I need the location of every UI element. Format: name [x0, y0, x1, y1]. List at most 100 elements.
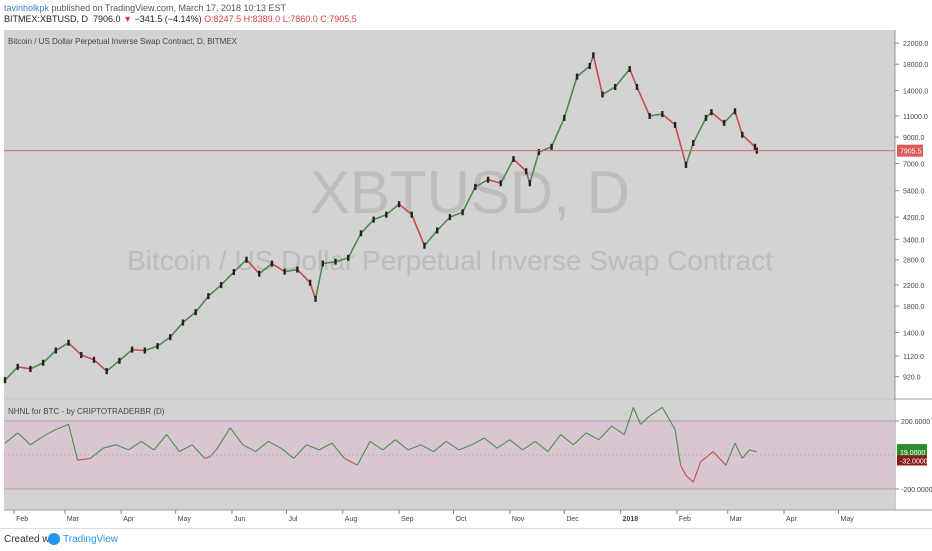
- price-tick-label: 3400.0: [903, 237, 925, 244]
- indicator-segment: [509, 439, 523, 451]
- price-segment: [322, 260, 336, 265]
- indicator-segment: [77, 457, 91, 461]
- indicator-segment: [611, 425, 625, 436]
- price-segment: [335, 257, 349, 263]
- price-segment: [106, 360, 120, 372]
- level-badge-label: 19.0000: [900, 450, 925, 457]
- price-candle: [232, 269, 236, 276]
- price-segment: [207, 284, 222, 297]
- price-candle: [156, 343, 159, 350]
- price-candle: [16, 363, 19, 370]
- time-tick-label: Sep: [401, 516, 414, 523]
- indicator-segment: [115, 444, 129, 451]
- price-candle: [601, 91, 604, 98]
- price-change: −341.5 (−4.14%): [134, 14, 202, 24]
- time-tick-label: Oct: [456, 516, 467, 523]
- down-arrow-icon: ▼: [123, 14, 132, 24]
- indicator-segment: [242, 444, 256, 453]
- price-candle: [207, 293, 210, 300]
- price-segment: [649, 113, 663, 117]
- price-tick-label: 22000.0: [903, 41, 928, 48]
- price-segment: [500, 158, 515, 184]
- time-tick-label: Mar: [730, 516, 743, 523]
- tradingview-brand-link[interactable]: TradingView: [63, 534, 119, 545]
- time-tick-label: Dec: [566, 516, 579, 523]
- price-candle: [692, 140, 695, 147]
- chart-area[interactable]: Bitcoin / US Dollar Perpetual Inverse Sw…: [0, 28, 932, 528]
- price-segment: [30, 362, 44, 370]
- publish-date: published on TradingView.com, March 17, …: [51, 3, 287, 13]
- price-tick-label: 920.0: [903, 375, 921, 382]
- price-segment: [373, 213, 387, 221]
- indicator-segment: [395, 439, 409, 451]
- level-badge-label: -32.0000: [900, 458, 928, 465]
- price-candle: [3, 377, 7, 384]
- price-segment: [563, 76, 578, 119]
- last-price-badge: [897, 144, 923, 157]
- indicator-segment: [458, 444, 472, 451]
- indicator-segment: [255, 440, 269, 453]
- indicator-segment: [204, 456, 211, 459]
- price-segment: [314, 263, 324, 299]
- indicator-segment: [344, 457, 358, 466]
- price-candle: [372, 216, 375, 223]
- indicator-segment: [598, 425, 612, 441]
- price-candle: [753, 143, 757, 150]
- price-candle: [359, 230, 363, 237]
- price-tick-label: 5400.0: [903, 189, 925, 196]
- price-tick-label: 2800.0: [903, 258, 925, 265]
- indicator-segment: [280, 447, 295, 459]
- price-candle: [118, 357, 121, 364]
- price-candle: [334, 258, 337, 265]
- tradingview-logo-icon[interactable]: [48, 533, 60, 545]
- indicator-segment: [685, 474, 694, 483]
- indicator-segment: [140, 440, 155, 451]
- indicator-segment: [55, 423, 69, 431]
- indicator-segment: [471, 437, 485, 446]
- indicator-title: NHNL for BTC - by CRIPTOTRADERBR (D): [8, 407, 165, 416]
- price-candle: [628, 66, 631, 73]
- time-axis[interactable]: Feb Mar Apr May Jun Jul Aug Sep Oct Nov Dec 2018 Feb…: [13, 510, 854, 523]
- indicator-segment: [179, 444, 193, 453]
- indicator-segment: [153, 434, 168, 451]
- time-tick-label: Feb: [679, 516, 691, 523]
- time-tick-label: Jul: [288, 516, 297, 523]
- ohlc-high: H:8389.0: [243, 14, 281, 24]
- price-candle: [704, 114, 708, 121]
- indicator-band-layer: [4, 420, 895, 490]
- chart-svg[interactable]: Bitcoin / US Dollar Perpetual Inverse Sw…: [0, 28, 932, 528]
- price-candle: [588, 62, 591, 69]
- indicator-segment: [166, 434, 180, 452]
- price-candle: [592, 52, 595, 59]
- indicator-segment: [356, 441, 371, 466]
- price-segment: [449, 211, 463, 218]
- indicator-segment: [692, 461, 702, 483]
- indicator-segment: [573, 432, 587, 446]
- indicator-segment: [484, 437, 498, 449]
- price-pane[interactable]: [4, 30, 895, 398]
- indicator-segment: [632, 407, 642, 425]
- time-tick-label: Mar: [67, 516, 80, 523]
- price-candle: [550, 143, 553, 150]
- price-segment: [628, 68, 638, 88]
- price-candle: [684, 161, 688, 168]
- price-segment: [529, 151, 540, 184]
- price-candle: [54, 347, 58, 354]
- price-segment: [674, 124, 687, 166]
- price-candle: [722, 119, 726, 126]
- price-candle: [283, 268, 286, 275]
- indicator-tick-label: 200.0000: [901, 419, 930, 426]
- price-candle: [67, 339, 70, 346]
- price-candle: [181, 319, 185, 326]
- price-segment: [195, 295, 210, 313]
- price-candle: [435, 227, 439, 234]
- author-link[interactable]: tavinholkpk: [4, 3, 50, 13]
- price-tick-label: 9000.0: [903, 135, 925, 142]
- indicator-segment: [369, 440, 384, 451]
- price-segment: [385, 203, 400, 216]
- price-candle: [130, 346, 134, 353]
- price-segment: [284, 268, 298, 273]
- price-segment: [487, 178, 501, 184]
- time-tick-label: Jun: [234, 516, 245, 523]
